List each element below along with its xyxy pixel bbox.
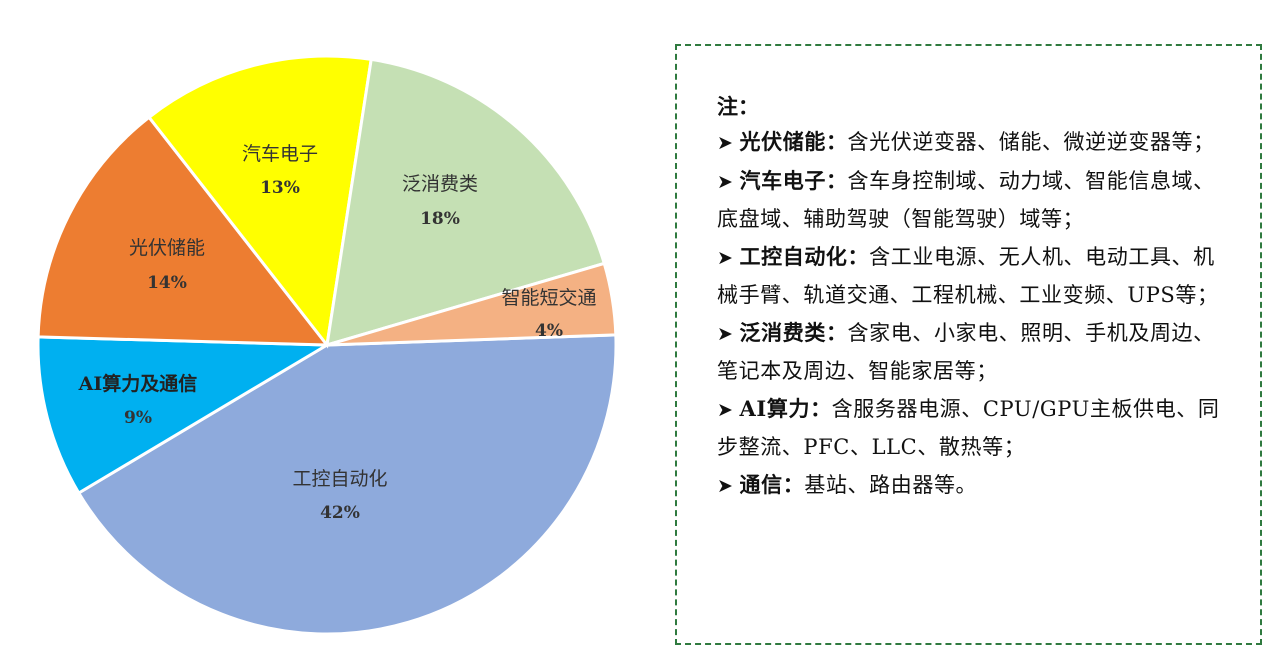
pie-chart-area: 工控自动化 42% AI算力及通信 9% 光伏储能 14% 汽车电子 13% 泛消费类 18% 智能… <box>36 54 618 636</box>
note-item: ➤ AI算力：含服务器电源、CPU/GPU主板供电、同步整流、PFC、LLC、散热… <box>717 390 1224 466</box>
note-description: 含车身控制域、动力域、智能信息域、底盘域、辅助驾驶（智能驾驶）域等； <box>717 169 1215 231</box>
slice-label: AI算力及通信 <box>78 372 198 395</box>
note-item: ➤ 泛消费类：含家电、小家电、照明、手机及周边、笔记本及周边、智能家居等； <box>717 314 1224 390</box>
slice-percent-label: 4% <box>535 321 563 341</box>
note-list: ➤ 光伏储能：含光伏逆变器、储能、微逆逆变器等； ➤ 汽车电子：含车身控制域、动力域、… <box>717 123 1224 505</box>
note-separator: ： <box>810 396 832 421</box>
arrow-bullet-icon: ➤ <box>717 323 734 345</box>
arrow-bullet-icon: ➤ <box>717 171 734 193</box>
note-term: 光伏储能 <box>739 129 826 154</box>
note-item: ➤ 光伏储能：含光伏逆变器、储能、微逆逆变器等； <box>717 123 1224 162</box>
note-description: 含家电、小家电、照明、手机及周边、笔记本及周边、智能家居等； <box>717 321 1215 383</box>
note-item: ➤ 汽车电子：含车身控制域、动力域、智能信息域、底盘域、辅助驾驶（智能驾驶）域等； <box>717 162 1224 238</box>
pie-slice-3 <box>146 54 373 349</box>
slice-label: 工控自动化 <box>292 468 387 490</box>
slice-percent-label: 14% <box>147 273 187 293</box>
note-term: 汽车电子 <box>739 168 826 193</box>
slice-label: 智能短交通 <box>501 287 596 309</box>
note-box: 注： ➤ 光伏储能：含光伏逆变器、储能、微逆逆变器等； ➤ 汽车电子：含车身控制域、动… <box>675 44 1262 645</box>
pie-slice-5 <box>326 261 618 347</box>
note-title: 注： <box>717 94 759 119</box>
pie-slice-0 <box>76 333 618 636</box>
note-separator: ： <box>847 244 870 269</box>
note-item: ➤ 通信：基站、路由器等。 <box>717 466 1224 505</box>
slice-percent-label: 9% <box>124 408 152 428</box>
note-description: 含工业电源、无人机、电动工具、机械手臂、轨道交通、工程机械、工业变频、UPS等； <box>717 245 1219 307</box>
note-description: 基站、路由器等。 <box>804 473 978 497</box>
note-term: 泛消费类 <box>739 320 826 345</box>
slice-percent-label: 42% <box>320 503 360 523</box>
pie-slice-4 <box>325 57 607 348</box>
arrow-bullet-icon: ➤ <box>717 399 734 421</box>
note-separator: ： <box>782 472 805 497</box>
slice-percent-label: 13% <box>260 178 300 198</box>
pie-slice-1 <box>36 335 333 496</box>
note-term: AI算力 <box>739 396 811 421</box>
note-item: ➤ 工控自动化：含工业电源、无人机、电动工具、机械手臂、轨道交通、工程机械、工业变… <box>717 238 1224 314</box>
slice-label: 汽车电子 <box>242 143 318 165</box>
pie-slice-2 <box>36 115 331 347</box>
arrow-bullet-icon: ➤ <box>717 132 734 154</box>
note-description: 含服务器电源、CPU/GPU主板供电、同步整流、PFC、LLC、散热等； <box>717 397 1220 459</box>
note-description: 含光伏逆变器、储能、微逆逆变器等； <box>847 130 1215 154</box>
note-separator: ： <box>825 168 848 193</box>
slice-label: 泛消费类 <box>402 173 478 195</box>
note-separator: ： <box>825 320 848 345</box>
slice-label: 光伏储能 <box>129 237 205 259</box>
arrow-bullet-icon: ➤ <box>717 247 734 269</box>
note-term: 工控自动化 <box>739 244 848 269</box>
pie-chart: 工控自动化 42% AI算力及通信 9% 光伏储能 14% 汽车电子 13% 泛消费类 18% 智能… <box>36 54 618 636</box>
note-separator: ： <box>825 129 848 154</box>
arrow-bullet-icon: ➤ <box>717 475 734 497</box>
slice-percent-label: 18% <box>420 209 460 229</box>
note-term: 通信 <box>739 472 783 497</box>
